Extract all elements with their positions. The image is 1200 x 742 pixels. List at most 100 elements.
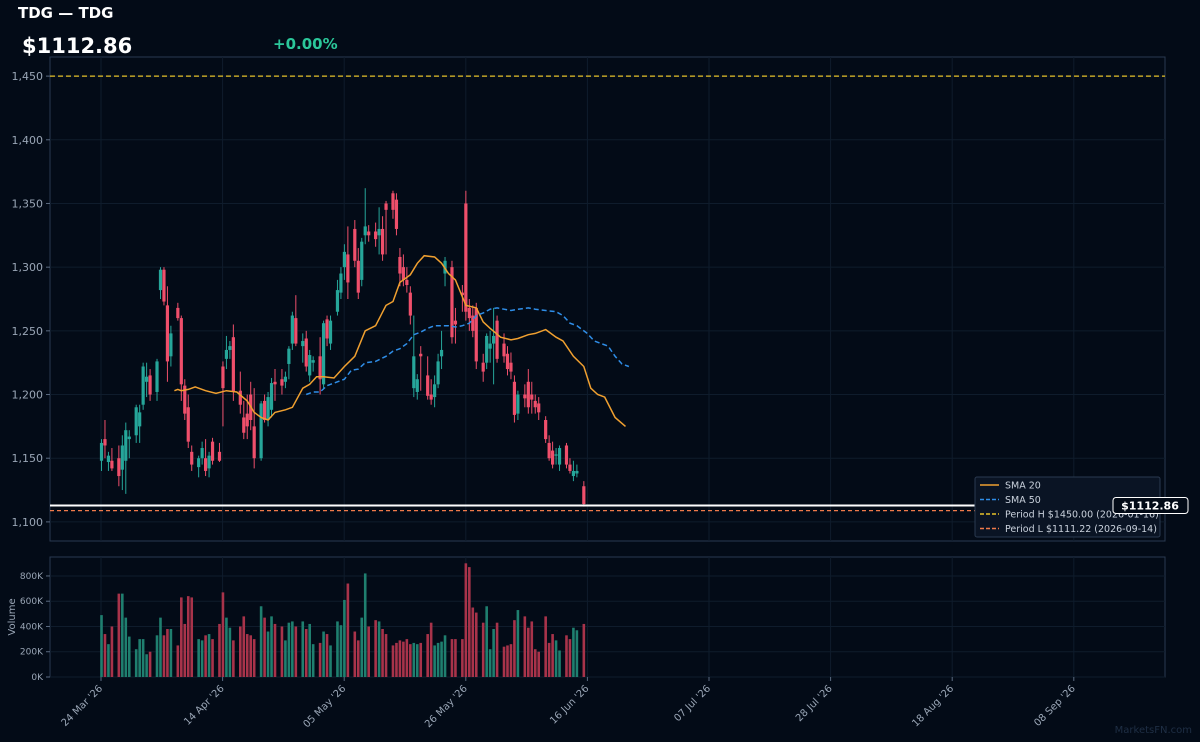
legend-label: Period L $1111.22 (2026-09-14)	[1005, 524, 1157, 535]
y-tick-label: 1,150	[12, 452, 44, 465]
volume-bar	[506, 645, 509, 677]
candle-body	[120, 445, 124, 470]
candles	[99, 188, 586, 507]
volume-bar	[464, 563, 468, 677]
candle-body	[294, 318, 298, 344]
volume-bar	[228, 627, 232, 677]
volume-bar	[329, 645, 332, 677]
candle-body	[103, 439, 107, 446]
volume-bar	[218, 623, 221, 677]
candle-body	[505, 353, 510, 370]
volume-bar	[318, 642, 322, 677]
volume-bar	[516, 610, 520, 677]
candle-body	[183, 385, 187, 414]
candle-body	[318, 356, 322, 380]
candle-body	[217, 451, 222, 461]
volume-bar	[339, 625, 343, 677]
volume-bar	[263, 617, 266, 677]
volume-bar	[325, 634, 329, 677]
y-tick-label: 1,250	[12, 325, 44, 338]
volume-bar	[377, 621, 381, 677]
y-tick-label: 1,450	[12, 70, 44, 83]
candle-body	[571, 470, 576, 477]
candle-body	[190, 451, 194, 465]
volume-bar	[273, 623, 277, 677]
volume-bar	[509, 644, 513, 677]
candle-body	[474, 307, 478, 362]
volume-bar	[582, 623, 586, 677]
volume-bar	[308, 623, 311, 677]
candle-body	[158, 269, 163, 291]
volume-bar	[124, 617, 128, 677]
candle-body	[221, 366, 225, 389]
x-tick-label: 18 Aug '26	[910, 683, 956, 729]
volume-bar	[245, 634, 249, 677]
volume-bar	[488, 649, 492, 677]
candle-body	[544, 420, 548, 440]
volume-bar	[530, 621, 534, 677]
volume-bar	[565, 635, 568, 677]
volume-bar	[138, 639, 141, 677]
volume-tick-label: 200K	[20, 648, 44, 658]
candle-body	[426, 375, 430, 396]
candle-body	[207, 455, 211, 469]
volume-bar	[169, 629, 173, 677]
candle-body	[224, 349, 229, 359]
candle-body	[502, 343, 506, 357]
price-change: +0.00%	[273, 35, 338, 53]
candle-body	[262, 400, 267, 420]
candle-body	[238, 390, 242, 405]
volume-bar	[481, 622, 485, 677]
candle-body	[495, 320, 499, 359]
candle-body	[568, 464, 572, 471]
x-tick-label: 05 May '26	[301, 683, 348, 730]
candle-body	[356, 260, 360, 293]
sma20-line	[174, 254, 626, 427]
candle-body	[394, 199, 399, 229]
candle-body	[492, 335, 496, 344]
volume-bar	[412, 642, 416, 677]
candle-body	[339, 273, 343, 293]
volume-bar	[381, 629, 384, 677]
volume-bar	[537, 651, 541, 677]
volume-bar	[239, 626, 242, 677]
candle-body	[283, 376, 288, 382]
last-price-tag-label: $1112.86	[1121, 500, 1179, 513]
candle-body	[280, 379, 284, 386]
volume-bar	[461, 639, 464, 677]
volume-bar	[367, 626, 370, 677]
volume-bar	[232, 640, 235, 677]
volume-bar	[211, 639, 214, 677]
volume-bar	[322, 631, 325, 677]
volume-bar	[554, 640, 558, 677]
candle-body	[266, 397, 270, 420]
volume-bar	[363, 573, 367, 677]
volume-bar	[259, 606, 263, 677]
candle-body	[557, 448, 562, 465]
candle-body	[450, 267, 454, 338]
volume-bar	[575, 630, 579, 677]
candle-body	[252, 426, 256, 459]
volume-bar	[103, 634, 107, 677]
candle-body	[346, 254, 350, 283]
candle-body	[509, 362, 513, 372]
volume-bar	[221, 592, 225, 677]
candle-body	[106, 455, 111, 463]
candle-body	[526, 381, 530, 408]
grid-layer	[49, 56, 1166, 678]
candle-body	[460, 292, 464, 296]
candle-body	[162, 269, 166, 302]
last-price-tag	[1112, 497, 1189, 515]
volume-bar	[527, 627, 530, 677]
volume-bar	[419, 642, 423, 677]
candle-body	[197, 458, 201, 468]
candle-body	[117, 458, 121, 477]
candle-body	[165, 305, 170, 362]
candle-body	[488, 343, 492, 349]
candle-body	[551, 450, 555, 465]
volume-bar	[183, 623, 187, 677]
candle-body	[530, 394, 534, 400]
volume-bar	[471, 607, 475, 677]
candle-body	[273, 381, 277, 385]
volume-bar	[180, 597, 183, 677]
